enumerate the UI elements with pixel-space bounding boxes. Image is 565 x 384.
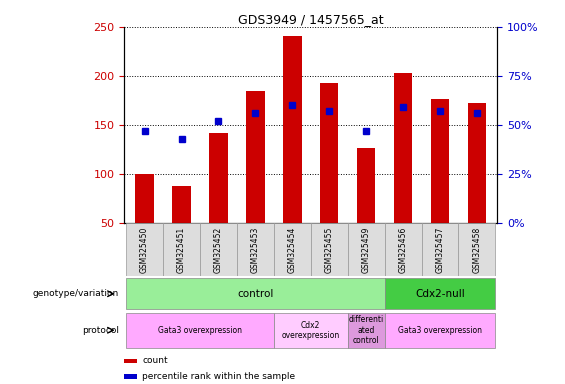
Bar <box>320 83 338 223</box>
Bar <box>357 148 375 223</box>
Text: GSM325459: GSM325459 <box>362 227 371 273</box>
Text: percentile rank within the sample: percentile rank within the sample <box>142 372 295 381</box>
Bar <box>126 313 274 348</box>
Bar <box>385 223 421 276</box>
Title: GDS3949 / 1457565_at: GDS3949 / 1457565_at <box>238 13 384 26</box>
Text: GSM325450: GSM325450 <box>140 227 149 273</box>
Bar <box>311 223 347 276</box>
Bar <box>421 223 458 276</box>
Text: GSM325457: GSM325457 <box>436 227 445 273</box>
Bar <box>209 132 228 223</box>
Text: GSM325452: GSM325452 <box>214 227 223 273</box>
Bar <box>458 223 496 276</box>
Bar <box>136 174 154 223</box>
Bar <box>468 103 486 223</box>
Text: GSM325453: GSM325453 <box>251 227 260 273</box>
Bar <box>200 223 237 276</box>
Bar <box>274 223 311 276</box>
Text: Gata3 overexpression: Gata3 overexpression <box>158 326 242 335</box>
Text: GSM325456: GSM325456 <box>398 227 407 273</box>
Bar <box>126 278 385 310</box>
Text: GSM325454: GSM325454 <box>288 227 297 273</box>
Text: genotype/variation: genotype/variation <box>32 289 119 298</box>
Bar <box>163 223 200 276</box>
Text: count: count <box>142 356 168 366</box>
Text: control: control <box>237 289 273 299</box>
Bar <box>385 278 496 310</box>
Text: GSM325458: GSM325458 <box>472 227 481 273</box>
Bar <box>394 73 412 223</box>
Text: GSM325451: GSM325451 <box>177 227 186 273</box>
Text: Gata3 overexpression: Gata3 overexpression <box>398 326 482 335</box>
Bar <box>274 313 347 348</box>
Bar <box>385 313 496 348</box>
Bar <box>283 36 302 223</box>
Bar <box>431 99 449 223</box>
Bar <box>246 91 264 223</box>
Text: Cdx2
overexpression: Cdx2 overexpression <box>281 321 340 340</box>
Text: differenti
ated
control: differenti ated control <box>349 315 384 345</box>
Bar <box>126 223 163 276</box>
Text: GSM325455: GSM325455 <box>325 227 334 273</box>
Bar <box>347 313 385 348</box>
Text: Cdx2-null: Cdx2-null <box>415 289 465 299</box>
Text: protocol: protocol <box>82 326 119 335</box>
Bar <box>347 223 385 276</box>
Bar <box>237 223 274 276</box>
Bar <box>172 185 191 223</box>
